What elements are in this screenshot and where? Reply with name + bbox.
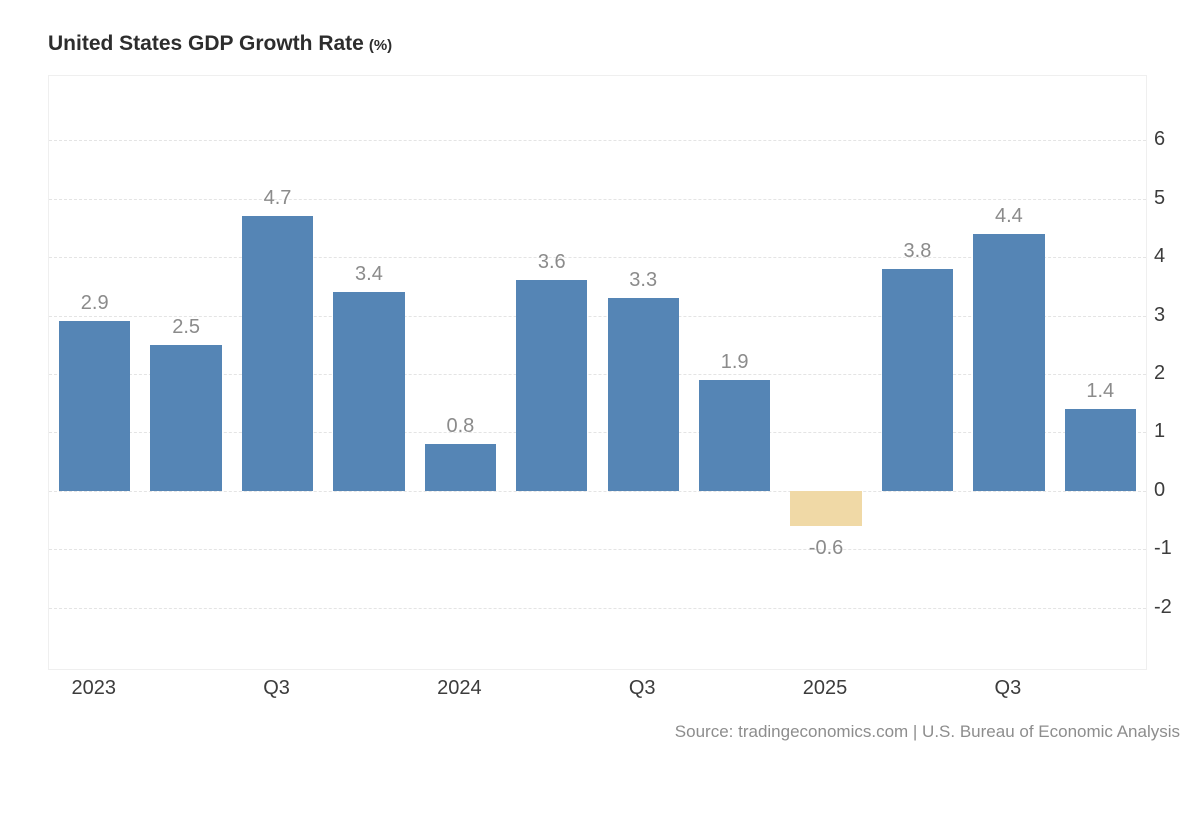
bar-value-label: -0.6 <box>808 536 844 559</box>
bar-value-label: 0.8 <box>446 415 475 438</box>
bar-value-label: 3.4 <box>355 263 383 286</box>
bar <box>150 344 222 491</box>
bar <box>241 216 314 491</box>
x-axis: 2023 Q3 2024 Q3 2025 Q3 <box>48 678 1145 708</box>
gridline <box>49 607 1146 609</box>
bar-value-label: 3.3 <box>629 269 658 292</box>
bar-value-label: 3.6 <box>537 251 566 274</box>
x-tick-label: 2025 <box>802 677 848 699</box>
bar-value-label: 2.9 <box>80 292 109 315</box>
y-tick-label: -2 <box>1154 595 1172 618</box>
gridline <box>49 373 1146 375</box>
bar-value-label: 3.8 <box>903 239 932 262</box>
x-tick-label: Q3 <box>994 677 1022 699</box>
bar-value-label: 1.4 <box>1086 380 1115 403</box>
x-tick-label: Q3 <box>628 677 656 699</box>
chart-title-row: United States GDP Growth Rate (%) <box>48 32 392 56</box>
bar <box>973 233 1045 491</box>
bar <box>1064 409 1136 491</box>
gridline <box>49 198 1146 200</box>
y-tick-label: 0 <box>1154 478 1166 501</box>
x-tick-label: Q3 <box>263 677 290 699</box>
y-tick-label: 1 <box>1154 420 1166 443</box>
gridline <box>49 140 1146 142</box>
gridline <box>49 490 1146 492</box>
gridline <box>49 257 1146 259</box>
bar <box>59 321 131 491</box>
y-tick-label: 2 <box>1154 361 1166 384</box>
plot-area: 2.9 2.5 4.7 3.4 0.8 3.6 3.3 1.9 -0.6 3.8 4.4 1.4 <box>48 75 1147 670</box>
bar <box>607 298 679 491</box>
bar <box>790 490 862 526</box>
gridline <box>49 432 1146 434</box>
bar <box>424 444 497 491</box>
gridline <box>49 549 1146 551</box>
y-tick-label: 4 <box>1154 245 1166 268</box>
y-tick-label: 6 <box>1154 128 1166 151</box>
gridline <box>49 315 1146 317</box>
bar <box>698 379 771 491</box>
bar-value-label: 4.7 <box>263 187 292 210</box>
y-tick-label: 3 <box>1154 303 1166 326</box>
x-tick-label: 2023 <box>71 677 116 699</box>
bar <box>881 268 954 491</box>
bar-value-label: 2.5 <box>172 315 201 338</box>
bar <box>516 280 588 491</box>
bar <box>333 292 405 491</box>
bar-value-label: 4.4 <box>994 204 1023 227</box>
x-tick-label: 2024 <box>437 677 482 699</box>
y-tick-label: -1 <box>1154 537 1172 560</box>
bar-value-label: 1.9 <box>720 350 749 373</box>
source-text: Source: tradingeconomics.com | U.S. Bure… <box>674 722 1180 741</box>
chart-title: United States GDP Growth Rate <box>48 32 364 55</box>
y-tick-label: 5 <box>1154 186 1166 209</box>
y-axis: 6 5 4 3 2 1 0 -1 -2 <box>1154 75 1200 668</box>
chart-title-suffix: (%) <box>368 37 393 54</box>
